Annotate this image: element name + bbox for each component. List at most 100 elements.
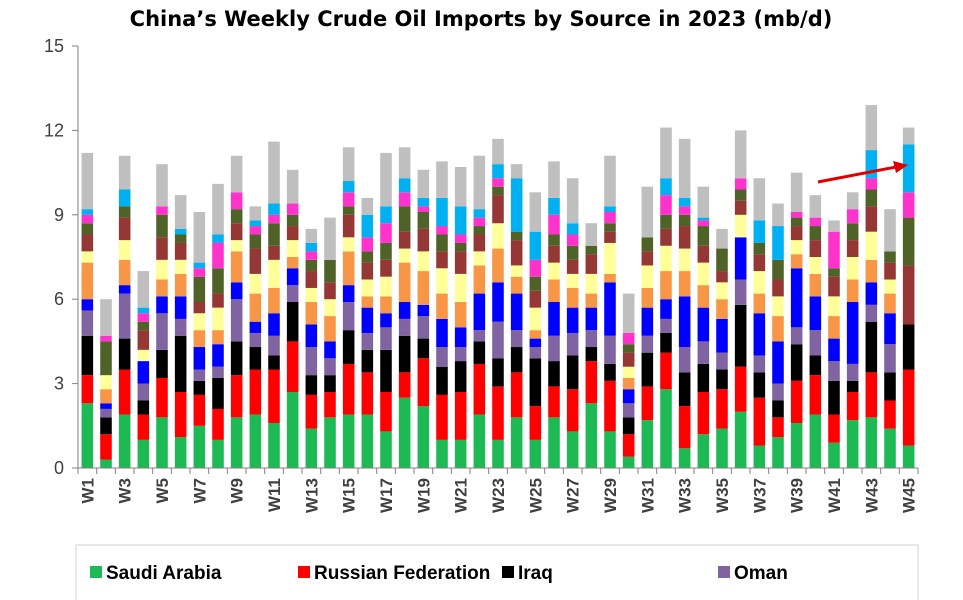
bar-W10-series-11 [249,206,262,221]
bar-W5-series-2 [156,349,168,378]
bar-W38-series-2 [772,400,784,418]
bar-W3-series-8 [118,206,131,218]
bar-W32-series-6 [660,245,672,272]
x-tick-label: W3 [116,478,135,504]
bar-W7-series-5 [193,330,206,348]
bar-W27-series-0 [566,431,579,468]
bar-W2-series-5 [100,389,112,404]
bar-W35-series-5 [716,299,728,319]
bar-W31-series-0 [641,420,654,468]
bar-W42-series-8 [846,223,859,241]
x-tick-label: W25 [526,478,545,513]
bar-W39-series-4 [790,268,803,328]
bar-W12-series-3 [286,285,299,303]
bar-W2-series-3 [100,408,112,418]
bar-W37-series-10 [753,220,766,243]
x-tick-label: W11 [265,478,284,512]
bar-W19-series-2 [417,338,430,359]
bar-W15-series-5 [342,251,355,286]
bar-W30-series-3 [622,403,635,418]
bar-W36-series-8 [734,189,747,201]
bar-W40-series-2 [809,355,822,376]
bar-W6-series-7 [174,242,187,260]
bar-W6-series-5 [174,273,187,297]
bar-W4-series-4 [137,361,150,384]
bar-W26-series-5 [548,279,560,303]
x-tick-label: W29 [601,478,620,513]
bar-W12-series-2 [286,302,299,342]
bar-W44-series-0 [884,428,896,468]
bar-W45-series-10 [902,144,915,193]
bar-W18-series-10 [398,178,411,193]
bar-W5-series-5 [156,279,168,297]
bar-W21-series-1 [454,392,467,440]
x-tick-label: W45 [900,478,919,513]
bar-W19-series-0 [417,406,430,468]
bar-W21-series-8 [454,242,467,252]
bar-W18-series-6 [398,248,411,263]
bar-W7-series-9 [193,268,206,277]
bar-W1-series-9 [81,214,94,224]
bar-W19-series-3 [417,316,430,339]
bar-W29-series-7 [604,231,616,243]
bar-W34-series-7 [697,245,710,263]
bar-W34-series-0 [697,434,710,468]
bar-W35-series-2 [716,369,728,390]
bar-W33-series-8 [678,214,691,227]
bar-W19-series-5 [417,271,430,305]
bar-W15-series-3 [342,302,355,331]
bar-W39-series-3 [790,327,803,345]
bar-W3-series-4 [118,285,131,294]
bar-W3-series-3 [118,293,131,339]
bar-W14-series-4 [324,341,336,359]
bar-W2-series-8 [100,341,112,376]
bar-W18-series-9 [398,192,411,207]
bar-W41-series-8 [828,268,840,277]
bar-W2-series-1 [100,434,112,460]
bar-W33-series-1 [678,406,691,449]
bar-W29-series-2 [604,363,616,381]
bar-W24-series-7 [510,240,523,266]
bar-W17-series-3 [380,327,392,350]
bar-W12-series-8 [286,214,299,227]
bar-W37-series-0 [753,445,766,468]
bar-W1-series-8 [81,223,94,235]
bar-W4-series-1 [137,414,150,440]
bar-W34-series-11 [697,186,710,218]
bar-W26-series-10 [548,197,560,215]
bar-W30-series-6 [622,366,635,378]
bar-W12-series-7 [286,226,299,241]
bar-W11-series-9 [268,214,280,224]
bar-W35-series-1 [716,389,728,429]
bar-W12-series-6 [286,240,299,257]
bar-W38-series-11 [772,203,784,227]
bar-W41-series-1 [828,414,840,443]
y-tick-label: 15 [44,36,64,56]
bar-W41-series-5 [828,316,840,339]
bar-W17-series-2 [380,349,392,393]
bar-W17-series-9 [380,223,392,243]
bar-W2-series-2 [100,417,112,435]
y-tick-label: 6 [54,289,64,309]
bar-W5-series-9 [156,206,168,215]
bar-W27-series-10 [566,223,579,235]
bar-W23-series-2 [492,358,504,387]
bar-W7-series-3 [193,369,206,381]
bar-W13-series-4 [305,324,318,348]
bar-W23-series-7 [492,195,504,224]
bar-W7-series-4 [193,347,206,370]
bar-W9-series-0 [230,417,243,468]
bar-W6-series-0 [174,437,187,468]
bar-W31-series-1 [641,386,654,421]
bar-W36-series-6 [734,214,747,238]
x-tick-label: W5 [153,478,172,504]
bar-W19-series-4 [417,304,430,317]
x-tick-label: W15 [340,478,359,513]
bar-W12-series-0 [286,392,299,468]
bar-W5-series-1 [156,377,168,418]
bar-W34-series-3 [697,341,710,364]
bar-W1-series-5 [81,262,94,300]
bar-W22-series-3 [473,330,486,342]
bar-W41-series-2 [828,380,840,415]
